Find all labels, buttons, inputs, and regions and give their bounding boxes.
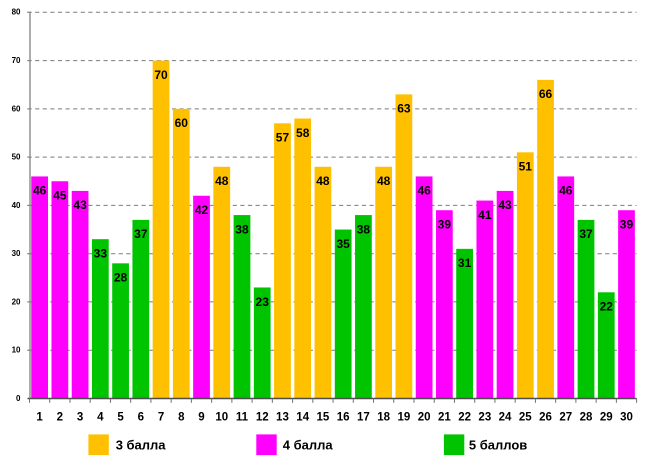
- svg-text:31: 31: [458, 256, 472, 270]
- svg-text:41: 41: [478, 208, 492, 222]
- svg-text:23: 23: [478, 412, 491, 424]
- svg-text:5: 5: [117, 412, 124, 424]
- svg-text:39: 39: [438, 218, 452, 232]
- svg-text:38: 38: [357, 222, 371, 236]
- svg-text:3: 3: [77, 412, 83, 424]
- svg-text:70: 70: [12, 56, 21, 65]
- svg-text:38: 38: [235, 222, 249, 236]
- svg-text:6: 6: [138, 412, 144, 424]
- svg-text:23: 23: [256, 295, 270, 309]
- svg-text:63: 63: [397, 102, 411, 116]
- svg-text:13: 13: [276, 412, 289, 424]
- svg-text:30: 30: [12, 249, 21, 258]
- svg-text:1: 1: [36, 412, 43, 424]
- svg-text:12: 12: [256, 412, 269, 424]
- svg-text:30: 30: [620, 412, 633, 424]
- svg-text:57: 57: [276, 131, 290, 145]
- svg-text:37: 37: [134, 227, 148, 241]
- svg-text:25: 25: [519, 412, 532, 424]
- svg-text:15: 15: [317, 412, 330, 424]
- svg-text:48: 48: [215, 174, 229, 188]
- svg-text:16: 16: [337, 412, 350, 424]
- svg-text:70: 70: [154, 68, 168, 82]
- svg-text:46: 46: [559, 184, 573, 198]
- svg-text:22: 22: [458, 412, 471, 424]
- svg-text:48: 48: [377, 174, 391, 188]
- svg-text:17: 17: [357, 412, 370, 424]
- svg-text:39: 39: [620, 218, 634, 232]
- svg-text:18: 18: [377, 412, 390, 424]
- svg-text:10: 10: [12, 346, 21, 355]
- svg-text:51: 51: [519, 160, 533, 174]
- svg-text:26: 26: [539, 412, 552, 424]
- svg-text:24: 24: [499, 412, 512, 424]
- svg-text:10: 10: [215, 412, 228, 424]
- svg-text:11: 11: [236, 412, 249, 424]
- svg-text:43: 43: [498, 198, 512, 212]
- svg-text:33: 33: [94, 246, 108, 260]
- svg-text:43: 43: [73, 198, 87, 212]
- svg-text:21: 21: [438, 412, 451, 424]
- svg-text:60: 60: [12, 104, 21, 113]
- svg-text:14: 14: [296, 412, 309, 424]
- svg-text:45: 45: [53, 189, 67, 203]
- svg-text:3 балла: 3 балла: [116, 438, 167, 453]
- svg-text:40: 40: [12, 201, 21, 210]
- svg-text:50: 50: [12, 153, 21, 162]
- svg-text:58: 58: [296, 126, 310, 140]
- svg-text:48: 48: [316, 174, 330, 188]
- svg-text:9: 9: [198, 412, 204, 424]
- svg-text:8: 8: [178, 412, 185, 424]
- svg-text:0: 0: [16, 394, 21, 403]
- svg-text:35: 35: [336, 237, 350, 251]
- svg-text:29: 29: [600, 412, 613, 424]
- svg-text:22: 22: [600, 300, 614, 314]
- svg-text:42: 42: [195, 203, 209, 217]
- svg-text:27: 27: [559, 412, 572, 424]
- svg-text:46: 46: [33, 184, 47, 198]
- svg-text:28: 28: [114, 271, 128, 285]
- svg-text:20: 20: [12, 297, 21, 306]
- svg-text:5 баллов: 5 баллов: [469, 438, 527, 453]
- svg-text:80: 80: [12, 8, 21, 17]
- svg-text:2: 2: [57, 412, 63, 424]
- svg-text:28: 28: [580, 412, 593, 424]
- svg-text:4: 4: [97, 412, 104, 424]
- svg-text:4 балла: 4 балла: [283, 438, 334, 453]
- svg-text:20: 20: [418, 412, 431, 424]
- svg-text:7: 7: [158, 412, 164, 424]
- svg-text:66: 66: [539, 87, 553, 101]
- svg-text:37: 37: [579, 227, 593, 241]
- svg-text:46: 46: [417, 184, 431, 198]
- svg-text:19: 19: [397, 412, 410, 424]
- svg-text:60: 60: [175, 116, 189, 130]
